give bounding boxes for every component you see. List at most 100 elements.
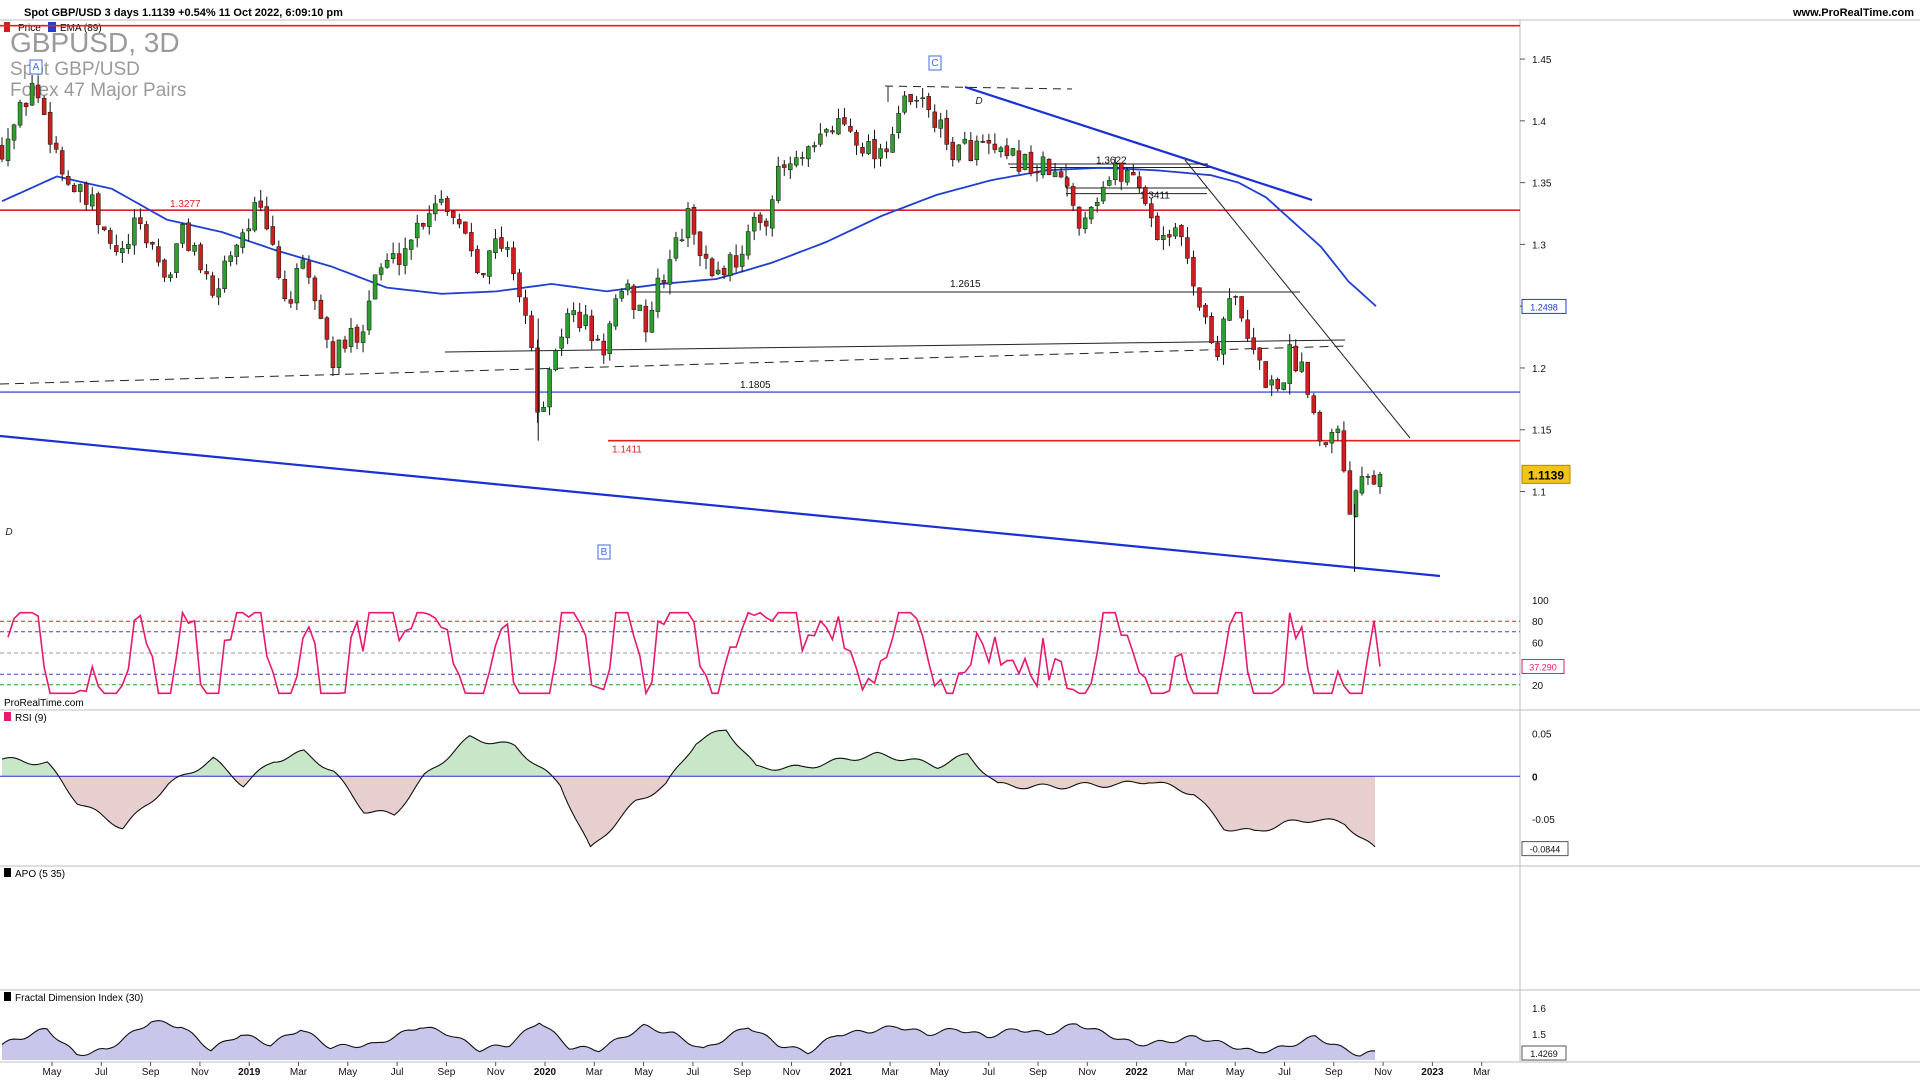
fdi-value-tag bbox=[1521, 1045, 1567, 1061]
candle-body bbox=[144, 224, 149, 244]
neckline[interactable] bbox=[444, 339, 1346, 353]
time-tick-label: May bbox=[338, 1067, 357, 1078]
time-tick-label: Sep bbox=[733, 1067, 751, 1078]
candle-body bbox=[1004, 145, 1010, 157]
candle-body bbox=[788, 163, 793, 171]
time-tick-label: 2019 bbox=[238, 1067, 261, 1078]
upper-resistance-trendline[interactable] bbox=[964, 85, 1313, 202]
wave-label-d-left: D bbox=[5, 527, 12, 538]
candle-body bbox=[1088, 207, 1094, 220]
time-tick-label: Sep bbox=[1325, 1067, 1343, 1078]
last-price-tag bbox=[1521, 464, 1571, 484]
candle-body bbox=[559, 336, 564, 349]
dashed-top-line[interactable] bbox=[884, 85, 1073, 90]
fdi-line[interactable] bbox=[1, 1020, 1376, 1057]
candle-body bbox=[77, 184, 83, 192]
candle-body bbox=[426, 213, 432, 227]
candle-body bbox=[1209, 316, 1214, 344]
candle-body bbox=[83, 183, 89, 205]
candle-body bbox=[1016, 150, 1022, 172]
candle-body bbox=[1076, 206, 1082, 229]
candle-body bbox=[108, 230, 113, 244]
candle-body bbox=[1010, 148, 1016, 156]
site-link[interactable]: www.ProRealTime.com bbox=[1792, 7, 1914, 19]
candle-body bbox=[1125, 169, 1130, 183]
candle-body bbox=[210, 275, 215, 296]
candle-body bbox=[733, 255, 739, 268]
candle-body bbox=[1058, 171, 1064, 178]
candle-body bbox=[174, 243, 179, 273]
candle-body bbox=[246, 228, 251, 232]
candle-body bbox=[619, 290, 625, 299]
candle-body bbox=[102, 226, 107, 231]
falling-trendline[interactable] bbox=[1184, 159, 1411, 439]
time-tick-label: Mar bbox=[1177, 1067, 1195, 1078]
candle-body bbox=[1359, 476, 1365, 494]
candle-body bbox=[469, 232, 474, 252]
candle-body bbox=[1365, 476, 1371, 478]
candle-body bbox=[1082, 217, 1088, 229]
time-tick-label: Sep bbox=[142, 1067, 160, 1078]
time-tick-label: Nov bbox=[1078, 1067, 1096, 1078]
price-tick-label: 1.3 bbox=[1532, 240, 1546, 251]
time-tick-label: May bbox=[43, 1067, 62, 1078]
candle-body bbox=[890, 134, 895, 153]
candle-body bbox=[902, 95, 907, 113]
candle-body bbox=[408, 239, 414, 250]
candle-body bbox=[499, 237, 504, 249]
time-tick-label: Nov bbox=[1374, 1067, 1392, 1078]
candle-body bbox=[264, 206, 270, 230]
candle-body bbox=[439, 198, 444, 203]
candle-body bbox=[763, 220, 769, 227]
fdi-tick-label: 1.5 bbox=[1532, 1030, 1546, 1041]
lower-channel-trendline[interactable] bbox=[0, 434, 1441, 578]
watermark-group: Forex 47 Major Pairs bbox=[10, 80, 186, 101]
apo-title: APO (5 35) bbox=[15, 869, 65, 880]
candle-body bbox=[402, 248, 408, 266]
apo-line[interactable] bbox=[1, 729, 1376, 848]
apo-positive-area bbox=[2, 730, 1375, 777]
candle-body bbox=[252, 202, 257, 231]
rsi-line[interactable] bbox=[7, 610, 1381, 696]
time-tick-label: 2021 bbox=[830, 1067, 853, 1078]
candle-body bbox=[342, 339, 348, 349]
candle-body bbox=[517, 272, 522, 298]
candle-body bbox=[1335, 428, 1341, 433]
candle-body bbox=[0, 145, 5, 160]
candle-body bbox=[607, 323, 613, 354]
fdi-tick-label: 1.6 bbox=[1532, 1004, 1546, 1015]
candle-body bbox=[1239, 296, 1244, 319]
candle-body bbox=[1100, 186, 1106, 202]
candle-body bbox=[1046, 158, 1052, 175]
dashed-support-line[interactable] bbox=[0, 345, 1349, 385]
candle-body bbox=[384, 259, 390, 268]
candle-body bbox=[1028, 151, 1034, 174]
candle-body bbox=[234, 244, 239, 257]
candle-body bbox=[240, 232, 245, 248]
candle-body bbox=[944, 117, 949, 145]
candle-body bbox=[980, 141, 986, 143]
candle-body bbox=[547, 369, 552, 408]
candle-body bbox=[463, 221, 468, 234]
candle-body bbox=[986, 140, 992, 144]
candle-body bbox=[348, 328, 354, 347]
candle-body bbox=[1173, 227, 1178, 237]
time-tick-label: 2022 bbox=[1125, 1067, 1148, 1078]
ema-89-line[interactable] bbox=[1, 166, 1377, 307]
price-tick-label: 1.4 bbox=[1532, 117, 1546, 128]
candle-body bbox=[396, 253, 402, 265]
candle-body bbox=[47, 111, 53, 145]
candle-body bbox=[673, 237, 679, 259]
candle-body bbox=[132, 217, 137, 246]
candle-body bbox=[65, 176, 71, 185]
candle-body bbox=[360, 331, 366, 343]
candle-body bbox=[1275, 379, 1280, 390]
candle-body bbox=[812, 145, 817, 148]
candle-body bbox=[836, 118, 841, 135]
candle-body bbox=[168, 274, 173, 278]
candle-body bbox=[721, 267, 727, 276]
candle-body bbox=[1131, 172, 1136, 176]
candle-body bbox=[553, 350, 558, 371]
